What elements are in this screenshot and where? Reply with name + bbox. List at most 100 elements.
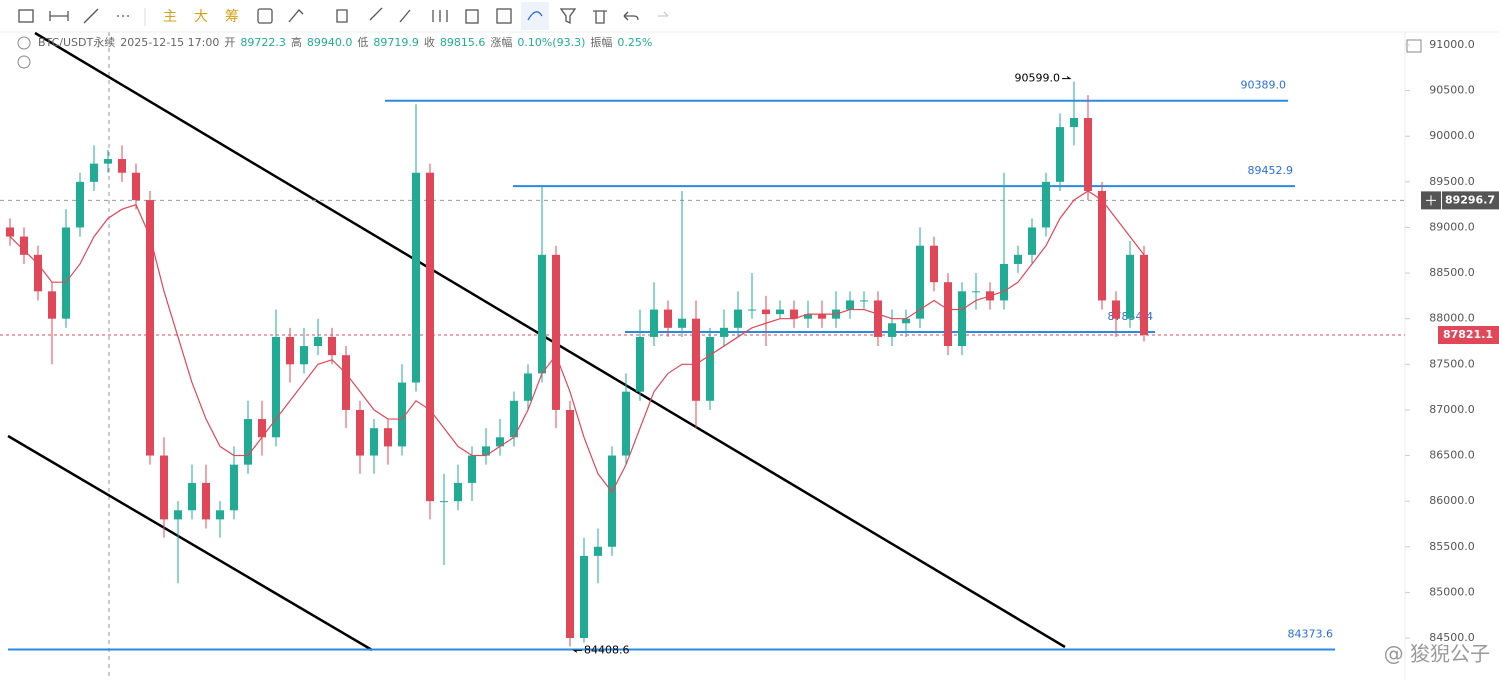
fullscreen-button[interactable]: [1406, 39, 1422, 53]
candle-body: [412, 172, 420, 383]
toolbar-label: 筹: [225, 8, 239, 25]
header-text: 收: [424, 35, 435, 49]
candle-body: [468, 455, 476, 483]
y-tick-label: 87000.0: [1429, 403, 1475, 416]
high-arrow: [1062, 76, 1072, 80]
candle-body: [538, 254, 546, 374]
tool-rect[interactable]: [18, 9, 34, 23]
y-tick-label: 85000.0: [1429, 585, 1475, 598]
y-tick-label: 85500.0: [1429, 540, 1475, 553]
candle-body: [160, 455, 168, 520]
tool-filter[interactable]: [559, 8, 577, 25]
candle-body: [244, 419, 252, 465]
candle-body: [888, 323, 896, 337]
candle-body: [314, 336, 322, 347]
collapse-button[interactable]: [17, 36, 31, 50]
tool-hline[interactable]: [49, 11, 69, 21]
trend-line: [7, 434, 373, 652]
candle-body: [384, 428, 392, 447]
candle-body: [958, 291, 966, 347]
tool-undo[interactable]: [623, 11, 639, 21]
candle-body: [916, 245, 924, 319]
header-text: 涨幅: [490, 36, 512, 49]
candle-body: [1084, 117, 1092, 191]
candle-body: [510, 400, 518, 438]
candle-body: [566, 409, 574, 638]
low-arrow: [572, 649, 582, 653]
candle-body: [496, 437, 504, 447]
tool-active[interactable]: [521, 2, 549, 30]
header-text: 开: [224, 36, 235, 49]
header: BTC/USDT永续 2025-12-15 17:00 开 89722.3 高 89940…: [38, 35, 652, 49]
candle-body: [804, 314, 812, 319]
candle-body: [706, 336, 714, 401]
last-price-box: [1438, 326, 1499, 345]
header-text: 振幅: [590, 35, 612, 49]
candle-body: [1042, 181, 1050, 228]
header-text: 高: [291, 35, 302, 49]
level-label: 90389.0: [1241, 79, 1287, 92]
candle-body: [370, 428, 378, 456]
watermark: @ 狻猊公子: [1384, 642, 1490, 666]
toolbar: [18, 2, 669, 30]
candle-body: [650, 309, 658, 337]
y-tick-label: 90500.0: [1429, 84, 1475, 97]
candle-body: [76, 181, 84, 228]
candle-body: [1126, 254, 1134, 319]
candle-body: [272, 336, 280, 438]
candle-body: [1028, 227, 1036, 255]
tool-d[interactable]: [465, 9, 479, 24]
candle-body: [622, 391, 630, 456]
candle-body: [398, 382, 406, 447]
candle-body: [1070, 117, 1078, 128]
y-tick-label: 89000.0: [1429, 220, 1475, 233]
y-tick-label: 90000.0: [1429, 129, 1475, 142]
tool-a[interactable]: [257, 8, 273, 24]
header-text: 2025-12-15 17:00: [120, 36, 219, 49]
plus-icon: [1426, 195, 1436, 206]
y-tick-label: 86000.0: [1429, 494, 1475, 507]
candle-body: [944, 282, 952, 347]
candle-body: [594, 546, 602, 556]
candle-body: [762, 309, 770, 315]
high-label: 90599.0: [1015, 72, 1061, 85]
candle-body: [258, 419, 266, 438]
header-text: 89722.3: [240, 36, 286, 49]
candle-body: [860, 300, 868, 302]
tool-trend[interactable]: [83, 8, 99, 24]
header-text: 0.25%: [617, 36, 652, 49]
tool-c[interactable]: [369, 7, 448, 23]
header-text: 0.10%(93.3): [517, 36, 585, 49]
candle-body: [356, 409, 364, 456]
candle-body: [1112, 300, 1120, 319]
tool-magnet[interactable]: [527, 11, 543, 21]
candle-body: [790, 309, 798, 319]
candle-body: [188, 482, 196, 511]
candle-body: [1014, 254, 1022, 264]
tool-b[interactable]: [288, 9, 348, 23]
tool-e[interactable]: [496, 8, 512, 24]
candle-body: [146, 200, 154, 456]
candle-body: [636, 336, 644, 392]
candle-body: [440, 501, 448, 503]
candle-body: [286, 336, 294, 365]
candle-body: [118, 159, 126, 173]
expand-button[interactable]: [17, 55, 31, 69]
candle-body: [972, 291, 980, 293]
candle-body: [20, 236, 28, 255]
y-tick-label: 88500.0: [1429, 266, 1475, 279]
candle-body: [342, 355, 350, 410]
toolbar-label: 主: [163, 9, 177, 25]
level-label: 89452.9: [1248, 164, 1294, 177]
candle-body: [1098, 190, 1106, 301]
tool-redo[interactable]: [658, 11, 669, 17]
candle-body: [580, 555, 588, 638]
tool-delete[interactable]: [593, 10, 607, 24]
candle-body: [678, 318, 686, 328]
candle-body: [818, 314, 826, 319]
candle-body: [902, 318, 910, 324]
candle-body: [930, 245, 938, 283]
candle-body: [664, 309, 672, 328]
